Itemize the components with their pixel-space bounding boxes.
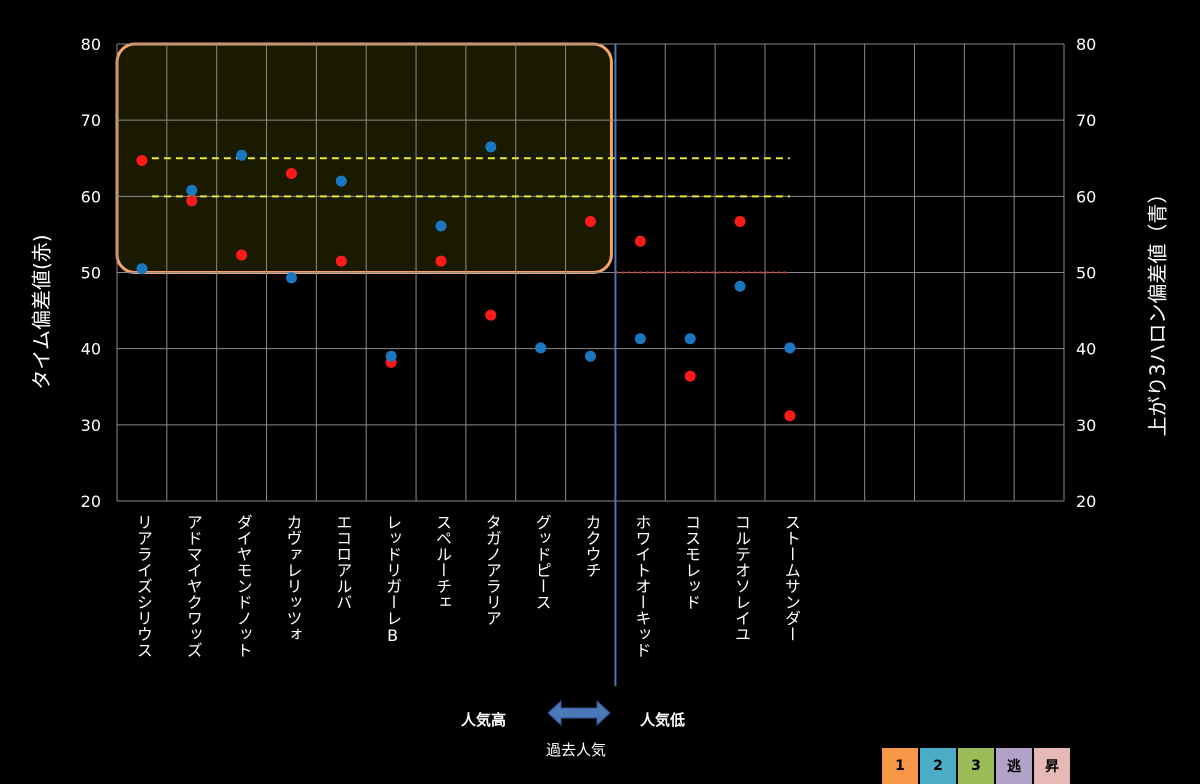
x-category-label: ホワイトオーキッド [632,514,652,658]
past-popularity-label: 過去人気 [546,741,607,759]
y-tick-left: 60 [81,187,101,206]
popular-low-label: 人気低 [640,711,686,729]
final-3f-score-point [784,342,796,354]
time-score-point [634,235,646,247]
x-category-label: アドマイヤクワッズ [183,514,203,658]
time-score-point [485,309,497,321]
final-3f-score-point [485,141,497,153]
final-3f-score-point [585,350,596,362]
x-category-label: レッドリガーレB [383,514,403,645]
x-category-label: タガノアラリア [482,514,502,626]
legend-swatch: 2 [920,748,956,784]
y-tick-left: 30 [81,416,101,435]
x-category-label: ダイヤモンドノット [233,514,253,658]
x-category-label: リアライズシリウス [133,514,153,658]
x-category-label: スペルーチェ [432,514,452,610]
time-score-point [435,255,447,267]
final-3f-score-point [335,175,347,187]
y-axis-right-label: 上がり3ハロン偏差値（青） [1145,183,1170,437]
time-score-point [784,410,796,422]
y-tick-left: 80 [81,35,101,54]
time-score-point [335,255,347,267]
final-3f-score-point [186,184,198,196]
legend-swatch: 1 [882,748,918,784]
y-tick-right: 40 [1076,340,1096,359]
y-tick-right: 70 [1076,111,1096,130]
x-category-label: グッドピース [532,514,552,610]
final-3f-score-point [385,350,397,362]
y-tick-right: 30 [1076,416,1096,435]
legend-swatch: 逃 [996,748,1032,784]
time-score-point [734,215,746,227]
y-axis-left-label: タイム偏差値(赤) [29,234,54,390]
y-tick-right: 50 [1076,264,1096,283]
x-category-label: カヴァレリッツォ [283,514,303,642]
y-tick-right: 60 [1076,187,1096,206]
x-category-label: コルテオソレイユ [732,514,752,642]
legend-swatch: 昇 [1034,748,1070,784]
x-category-label: エコロアルバ [333,514,353,610]
x-category-label: コスモレッド [682,514,702,610]
time-score-point [285,167,297,179]
y-tick-left: 40 [81,340,101,359]
time-score-point [236,249,248,261]
y-tick-right: 20 [1076,492,1096,511]
x-category-label: カクウチ [582,514,602,578]
y-tick-left: 20 [81,492,101,511]
final-3f-score-point [136,263,148,275]
y-tick-left: 50 [81,264,101,283]
final-3f-score-point [236,149,248,161]
x-category-label: ストームサンダー [781,514,801,642]
y-tick-left: 70 [81,111,101,130]
popular-high-label: 人気高 [461,711,507,729]
final-3f-score-point [734,280,746,292]
final-3f-score-point [285,272,297,284]
y-tick-right: 80 [1076,35,1096,54]
final-3f-score-point [435,220,447,232]
time-score-point [684,370,696,382]
time-score-point [186,195,198,207]
final-3f-score-point [684,333,696,345]
time-score-point [136,155,148,167]
final-3f-score-point [634,333,646,345]
time-score-point [585,215,596,227]
popularity-arrow [547,699,611,727]
legend-swatch: 3 [958,748,994,784]
final-3f-score-point [535,342,547,354]
